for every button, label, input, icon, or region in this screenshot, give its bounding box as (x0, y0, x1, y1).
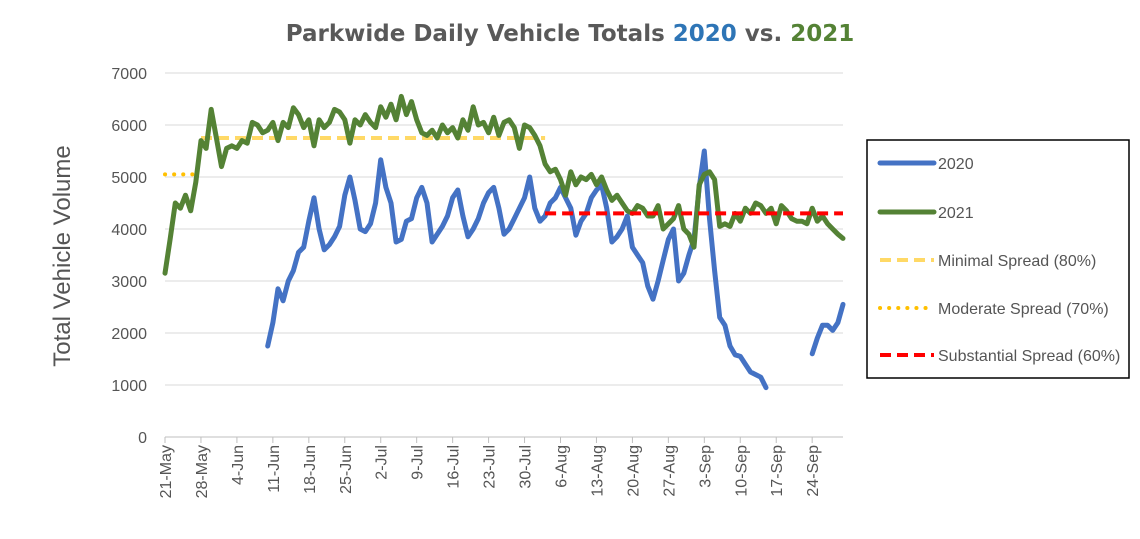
x-tick-label: 18-Jun (302, 445, 319, 494)
legend-label: Moderate Spread (70%) (938, 301, 1109, 318)
x-tick-label: 13-Aug (589, 445, 606, 497)
y-axis-label: Total Vehicle Volume (49, 145, 76, 366)
x-tick-label: 27-Aug (661, 445, 678, 497)
x-tick-label: 24-Sep (805, 445, 822, 497)
chart-title-year-2020: 2020 (673, 21, 737, 47)
y-axis-ticks: 0 1000 2000 3000 4000 5000 6000 7000 (111, 66, 147, 447)
chart-title: Parkwide Daily Vehicle Totals 2020 vs. 2… (286, 21, 855, 47)
y-tick-label: 0 (138, 430, 147, 447)
x-tick-label: 6-Aug (554, 445, 571, 488)
x-tick-label: 21-May (158, 445, 175, 498)
x-tick-label: 3-Sep (697, 445, 714, 488)
x-tick-label: 25-Jun (338, 445, 355, 494)
x-tick-label: 17-Sep (769, 445, 786, 497)
y-tick-label: 6000 (111, 118, 147, 135)
legend: 2020 2021 Minimal Spread (80%) Moderate Spr… (866, 139, 1130, 379)
legend-frame (866, 139, 1130, 379)
legend-label: Minimal Spread (80%) (938, 253, 1096, 270)
x-tick-label: 28-May (194, 445, 211, 498)
series-line-2021 (162, 93, 846, 276)
x-tick-label: 11-Jun (266, 445, 283, 493)
x-tick-label: 2-Jul (374, 445, 391, 480)
x-tick-label: 4-Jun (230, 445, 247, 485)
chart-title-middle: vs. (737, 21, 790, 47)
y-tick-label: 3000 (111, 274, 147, 291)
x-tick-label: 23-Jul (482, 445, 499, 489)
y-tick-label: 5000 (111, 170, 147, 187)
series-line-2020 (265, 148, 769, 391)
legend-label: 2021 (938, 205, 974, 222)
chart-title-prefix: Parkwide Daily Vehicle Totals (286, 21, 673, 47)
x-tick-label: 10-Sep (733, 445, 750, 497)
series-line-2020 (809, 301, 846, 357)
legend-label: Substantial Spread (60%) (938, 348, 1120, 365)
x-axis: 21-May 28-May 4-Jun 11-Jun 18-Jun 25-Jun 2-Jul… (158, 436, 843, 498)
legend-label: 2020 (938, 156, 974, 173)
y-tick-label: 4000 (111, 222, 147, 239)
y-tick-label: 2000 (111, 326, 147, 343)
series-lines (162, 93, 846, 391)
x-tick-label: 16-Jul (446, 445, 463, 489)
x-tick-label: 9-Jul (410, 445, 427, 480)
x-tick-label: 30-Jul (518, 445, 535, 489)
x-tick-label: 20-Aug (625, 445, 642, 497)
y-tick-label: 7000 (111, 66, 147, 83)
chart-title-year-2021: 2021 (790, 21, 854, 47)
y-tick-label: 1000 (111, 378, 147, 395)
